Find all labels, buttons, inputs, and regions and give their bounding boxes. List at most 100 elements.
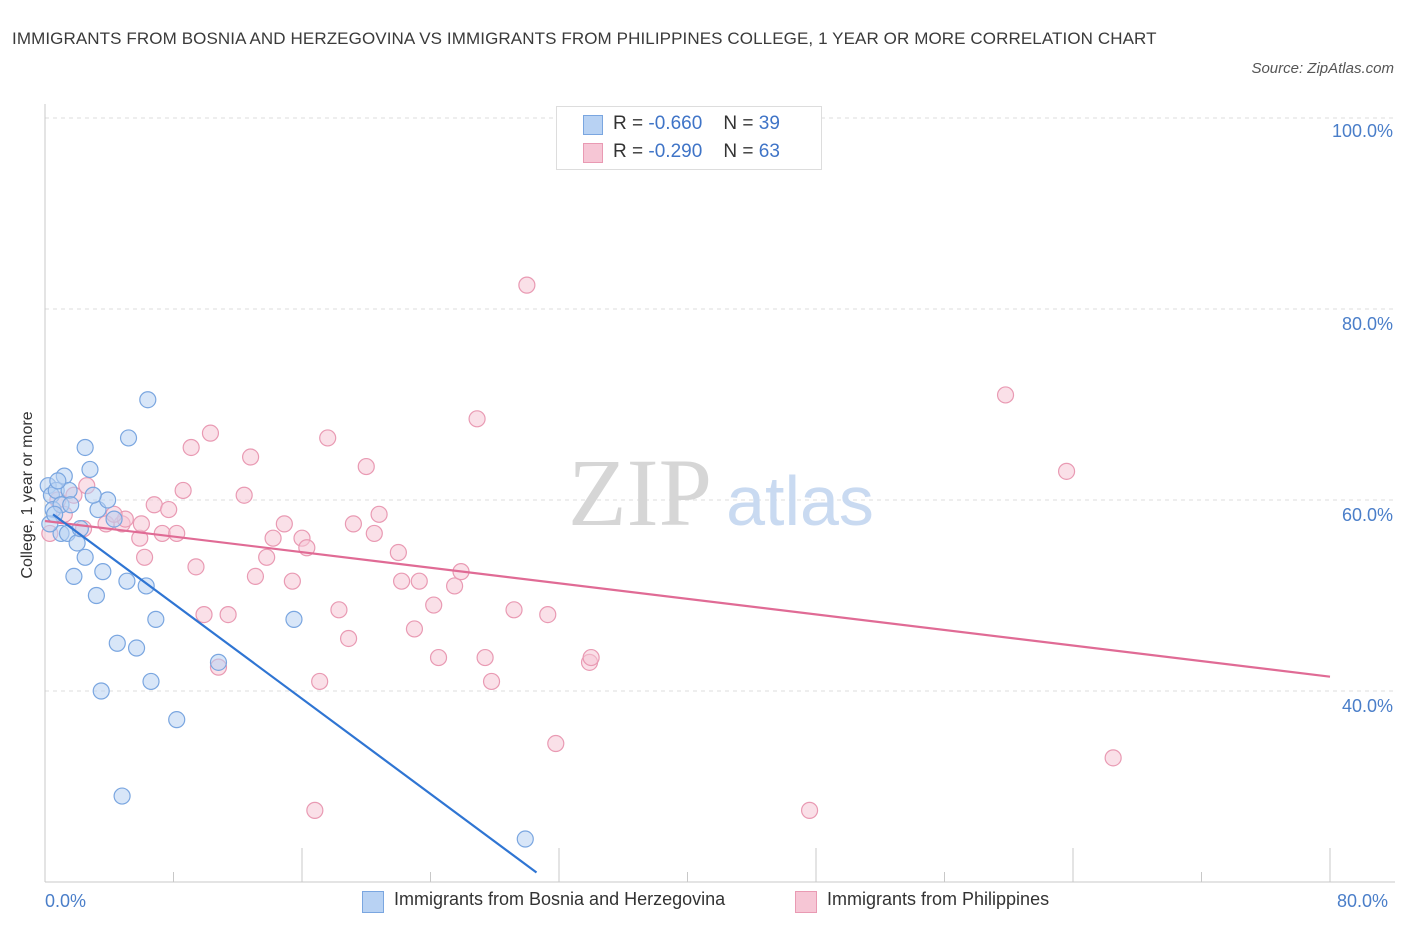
data-point [516,830,534,848]
data-point [242,448,260,466]
data-point [187,558,205,576]
legend-n-label: N = [723,141,754,162]
data-point [195,605,213,624]
data-point [505,601,523,619]
data-point [81,460,99,479]
data-point [365,524,383,543]
data-point [410,572,428,590]
data-point [174,481,192,500]
data-point [539,605,557,624]
trend-line-bosnia [52,513,538,874]
legend-label: Immigrants from Philippines [827,889,1050,909]
data-point [87,586,106,605]
legend-r-value: -0.290 [648,141,703,162]
data-point [118,572,136,590]
legend-r-label: R = [613,141,644,162]
legend-n-value: 63 [758,141,780,162]
data-point [135,548,154,566]
trend-line-philippines [44,519,1331,678]
data-point [92,682,110,700]
legend-swatch-blue [362,891,384,913]
data-point [476,648,494,667]
data-point [339,629,358,648]
data-point [258,548,276,566]
data-point [547,734,565,753]
legend-swatch-pink [795,891,817,913]
source-label: Source: ZipAtlas.com [1251,60,1394,77]
data-point [344,515,362,533]
gridlines [45,117,1395,692]
data-point [264,529,282,547]
data-point [306,801,324,819]
data-point [429,648,448,667]
data-point [275,515,293,533]
data-point [283,572,301,590]
data-point [137,577,155,595]
data-point [425,596,443,614]
data-point [99,491,117,509]
legend-n-value: 39 [758,113,780,134]
data-point [132,515,150,533]
data-point [482,672,501,691]
data-point [1104,749,1122,767]
data-point [800,801,819,819]
data-point [94,563,112,581]
data-point [153,524,171,543]
data-point [62,496,80,514]
data-point [1057,462,1076,480]
data-point [468,410,486,428]
data-point [235,486,253,504]
data-point [518,276,536,294]
data-point [330,601,348,619]
data-point [357,457,375,476]
data-point [311,672,329,691]
data-point [65,567,83,586]
data-point [119,429,138,447]
data-point [49,472,67,490]
data-point [319,429,337,447]
x-tick-label: 80.0% [1337,891,1389,911]
data-point [209,653,228,671]
y-tick-label: 60.0% [1341,505,1393,525]
y-tick-label: 40.0% [1341,696,1393,716]
data-point [160,500,178,519]
data-point [370,505,388,523]
data-point [105,510,123,528]
data-point [201,424,220,442]
data-point [285,610,303,628]
trend-lines [44,513,1331,874]
data-point [108,634,126,652]
data-point [145,496,163,514]
y-tick-label: 100.0% [1331,121,1393,141]
data-point [246,567,265,586]
series-philippines [41,276,1122,819]
data-point [392,572,411,590]
series-bosnia [39,391,534,848]
data-point [219,605,237,624]
data-point [76,548,94,566]
data-point [996,386,1015,404]
data-point [168,711,186,729]
legend-n-label: N = [723,113,754,134]
data-point [168,524,186,543]
legend-swatch-blue [583,115,603,135]
data-point [182,438,200,457]
data-point [445,577,464,595]
data-point [582,648,600,667]
data-point [142,672,160,691]
data-point [405,620,424,638]
watermark-atlas: atlas [726,462,874,540]
correlation-legend: R = -0.660 N = 39 R = -0.290 N = 63 [556,106,822,170]
data-point [147,610,165,628]
legend-r-value: -0.660 [648,113,703,134]
y-tick-label: 80.0% [1341,314,1393,334]
legend-r-label: R = [613,113,644,134]
data-point [127,639,146,657]
data-point [76,438,94,457]
legend-swatch-pink [583,143,603,163]
data-point [84,486,102,504]
legend-label: Immigrants from Bosnia and Herzegovina [394,889,726,909]
x-tick-label: 0.0% [45,891,87,911]
data-point [389,543,407,562]
